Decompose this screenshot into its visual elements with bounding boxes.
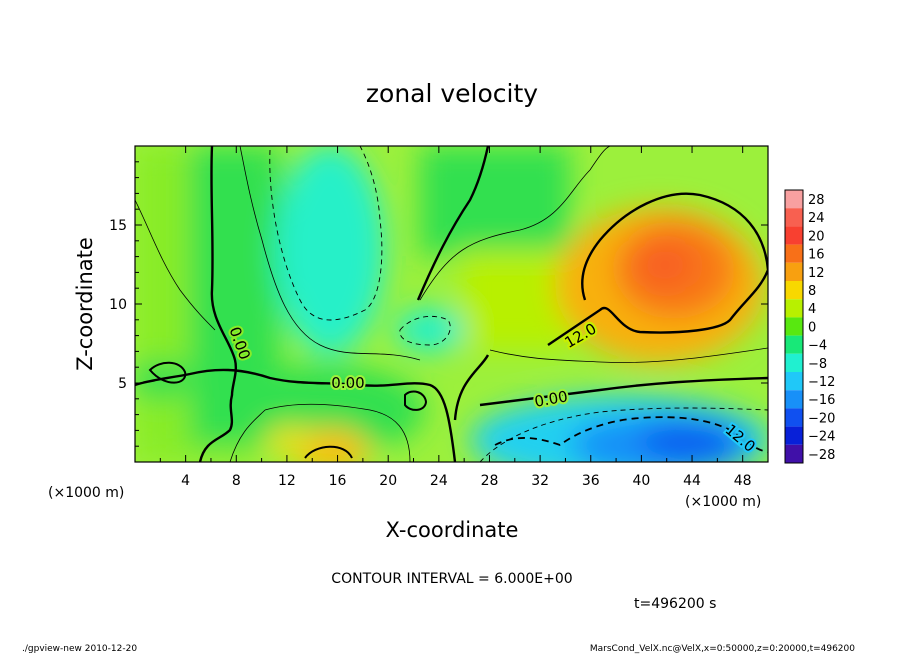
colorbar-label: −16 <box>808 393 835 408</box>
colorbar-label: 16 <box>808 248 825 263</box>
colorbar-swatch <box>785 262 803 281</box>
colorbar-swatch <box>785 190 803 209</box>
colorbar-swatch <box>785 372 803 391</box>
colorbar-swatch <box>785 426 803 445</box>
colorbar-label: 12 <box>808 266 825 281</box>
colorbar-label: 20 <box>808 229 825 244</box>
colorbar-label: 4 <box>808 302 816 317</box>
colorbar-swatch <box>785 390 803 409</box>
plot-area: 0.00 0.00 0.00 12.0 12.0 <box>135 146 768 462</box>
colorbar-swatch <box>785 226 803 245</box>
contour-label: 0.00 <box>331 374 364 392</box>
colorbar-frame <box>784 189 804 464</box>
y-axis-label: Z-coordinate <box>73 237 97 371</box>
x-tick-label: 44 <box>683 473 701 489</box>
colorbar-label: −20 <box>808 411 835 426</box>
colorbar-swatch <box>785 281 803 300</box>
y-tick-label: 5 <box>118 376 127 392</box>
footer-right: MarsCond_VelX.nc@VelX,x=0:50000,z=0:2000… <box>590 644 855 654</box>
y-tick-label: 15 <box>109 218 127 234</box>
colorbar-swatch <box>785 208 803 227</box>
colorbar-swatch <box>785 353 803 372</box>
chart-title: zonal velocity <box>366 79 538 108</box>
contours <box>135 146 768 462</box>
x-tick-label: 36 <box>582 473 600 489</box>
contour-interval-text: CONTOUR INTERVAL = 6.000E+00 <box>331 571 572 587</box>
colorbar: 28 24 20 16 12 8 4 0 −4 −8 −12 −16 −20 −24 −28 <box>784 189 835 464</box>
x-tick-label: 16 <box>329 473 347 489</box>
x-unit-note-left: (×1000 m) <box>48 485 124 501</box>
colorbar-label: −28 <box>808 448 835 463</box>
colorbar-swatch <box>785 408 803 427</box>
y-tick-label: 10 <box>109 297 127 313</box>
x-tick-label: 8 <box>232 473 241 489</box>
x-tick-label: 20 <box>379 473 397 489</box>
x-tick-label: 24 <box>430 473 448 489</box>
time-text: t=496200 s <box>634 596 716 612</box>
colorbar-label: −4 <box>808 339 827 354</box>
colorbar-label: −24 <box>808 430 835 445</box>
x-unit-note-right: (×1000 m) <box>685 494 761 510</box>
x-tick-label: 48 <box>734 473 752 489</box>
colorbar-label: 0 <box>808 320 816 335</box>
x-tick-label: 32 <box>531 473 549 489</box>
x-tick-label: 12 <box>278 473 296 489</box>
colorbar-swatch <box>785 335 803 354</box>
color-field <box>135 146 768 462</box>
colorbar-label: 28 <box>808 193 825 208</box>
x-tick-label: 28 <box>481 473 499 489</box>
colorbar-label: −12 <box>808 375 835 390</box>
colorbar-label: 8 <box>808 284 816 299</box>
x-tick-label: 40 <box>632 473 650 489</box>
colorbar-label: 24 <box>808 211 825 226</box>
footer-left: ./gpview-new 2010-12-20 <box>22 644 137 654</box>
colorbar-swatch <box>785 317 803 336</box>
colorbar-swatch <box>785 299 803 318</box>
colorbar-label: −8 <box>808 357 827 372</box>
x-tick-label: 4 <box>181 473 190 489</box>
colorbar-swatch <box>785 444 803 463</box>
y-axis: 5 10 15 <box>109 161 768 447</box>
colorbar-swatch <box>785 244 803 263</box>
x-axis: 4 8 12 16 20 24 28 32 36 40 44 48 <box>159 146 752 489</box>
x-axis-label: X-coordinate <box>386 518 519 542</box>
